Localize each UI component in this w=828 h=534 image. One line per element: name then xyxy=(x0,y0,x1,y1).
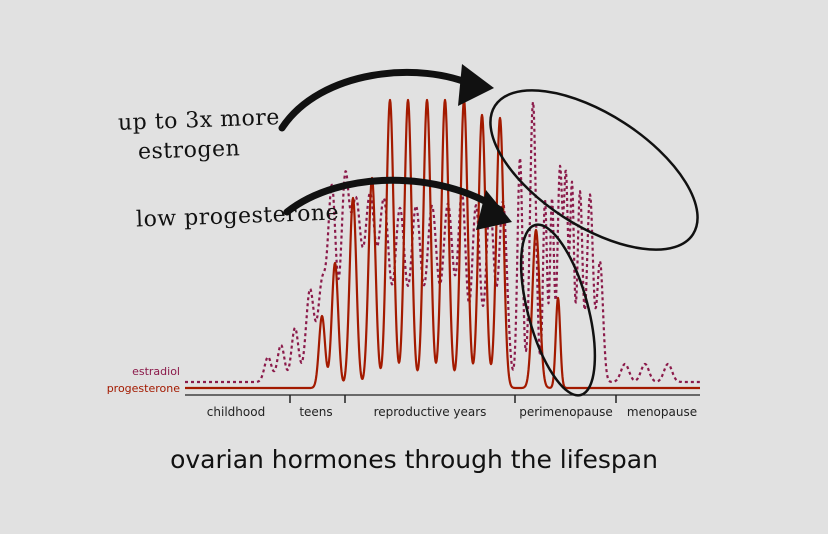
x-tick-label-5: menopause xyxy=(627,405,697,419)
x-tick-label-1: childhood xyxy=(207,405,265,419)
x-tick-label-3: reproductive years xyxy=(374,405,487,419)
progesterone-highlight-ellipse xyxy=(519,223,597,397)
estrogen-arrowhead xyxy=(458,64,494,106)
estrogen-highlight-ellipse xyxy=(489,89,699,251)
legend-progesterone: progesterone xyxy=(107,382,181,395)
progesterone-arrowhead xyxy=(476,190,512,230)
estrogen-note-line2: estrogen xyxy=(137,136,241,165)
estrogen-arrow xyxy=(278,69,479,132)
x-tick-label-4: perimenopause xyxy=(519,405,613,419)
progesterone-series xyxy=(184,98,701,390)
progesterone-arrow xyxy=(283,176,504,216)
legend-estradiol: estradiol xyxy=(132,365,180,378)
caption: ovarian hormones through the lifespan xyxy=(170,445,658,474)
x-tick-label-2: teens xyxy=(299,405,332,419)
